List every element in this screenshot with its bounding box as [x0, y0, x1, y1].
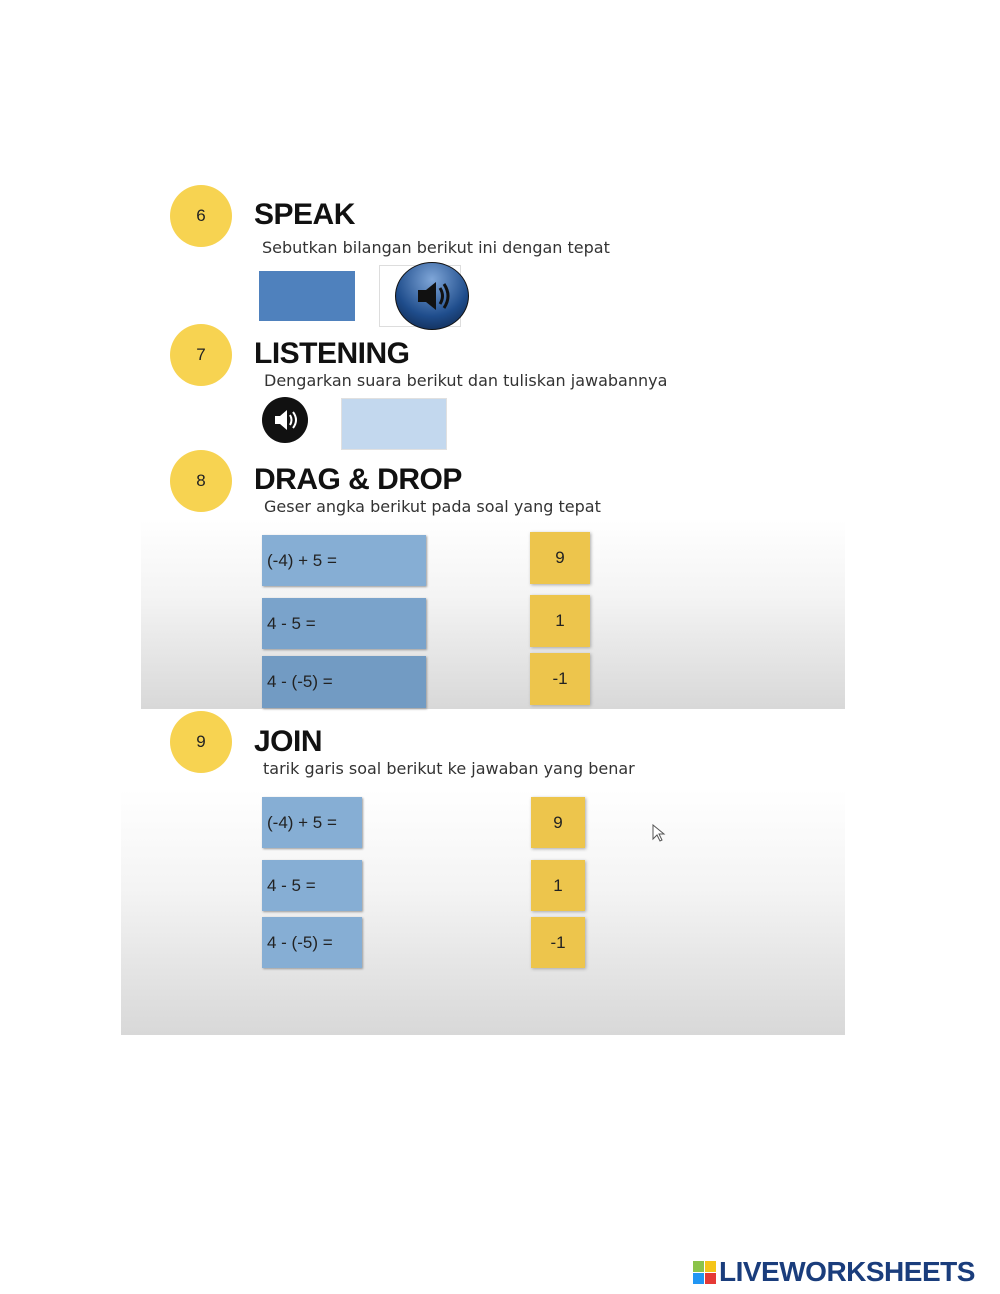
section-6-title: SPEAK: [254, 198, 355, 231]
section-9-badge: 9: [170, 711, 232, 773]
section-8-title: DRAG & DROP: [254, 463, 462, 496]
section-6-badge: 6: [170, 185, 232, 247]
section-8-instruction: Geser angka berikut pada soal yang tepat: [264, 497, 601, 516]
logo-text: LIVEWORKSHEETS: [719, 1256, 975, 1287]
join-question[interactable]: 4 - (-5) =: [262, 917, 362, 968]
cursor-icon: [652, 824, 666, 842]
section-7-title: LISTENING: [254, 337, 410, 370]
drag-drop-panel: [141, 520, 845, 709]
drag-question[interactable]: 4 - (-5) =: [262, 656, 426, 708]
drag-question[interactable]: (-4) + 5 =: [262, 535, 426, 586]
speaker-icon[interactable]: [262, 397, 308, 443]
speaker-icon[interactable]: [395, 262, 469, 330]
section-7-badge: 7: [170, 324, 232, 386]
drag-question[interactable]: 4 - 5 =: [262, 598, 426, 649]
join-answer[interactable]: 1: [531, 860, 585, 911]
drag-answer[interactable]: 1: [530, 595, 590, 647]
section-9-title: JOIN: [254, 725, 323, 758]
drag-answer[interactable]: -1: [530, 653, 590, 705]
drag-answer[interactable]: 9: [530, 532, 590, 584]
join-answer[interactable]: -1: [531, 917, 585, 968]
join-panel: [121, 790, 845, 1035]
section-9-instruction: tarik garis soal berikut ke jawaban yang…: [263, 759, 635, 778]
section-6-instruction: Sebutkan bilangan berikut ini dengan tep…: [262, 238, 610, 257]
join-question[interactable]: (-4) + 5 =: [262, 797, 362, 848]
section-8-badge: 8: [170, 450, 232, 512]
join-answer[interactable]: 9: [531, 797, 585, 848]
liveworksheets-logo: LIVEWORKSHEETS: [693, 1256, 975, 1288]
speak-record-box[interactable]: [259, 271, 355, 321]
join-question[interactable]: 4 - 5 =: [262, 860, 362, 911]
section-7-instruction: Dengarkan suara berikut dan tuliskan jaw…: [264, 371, 668, 390]
listening-answer-input[interactable]: [341, 398, 447, 450]
